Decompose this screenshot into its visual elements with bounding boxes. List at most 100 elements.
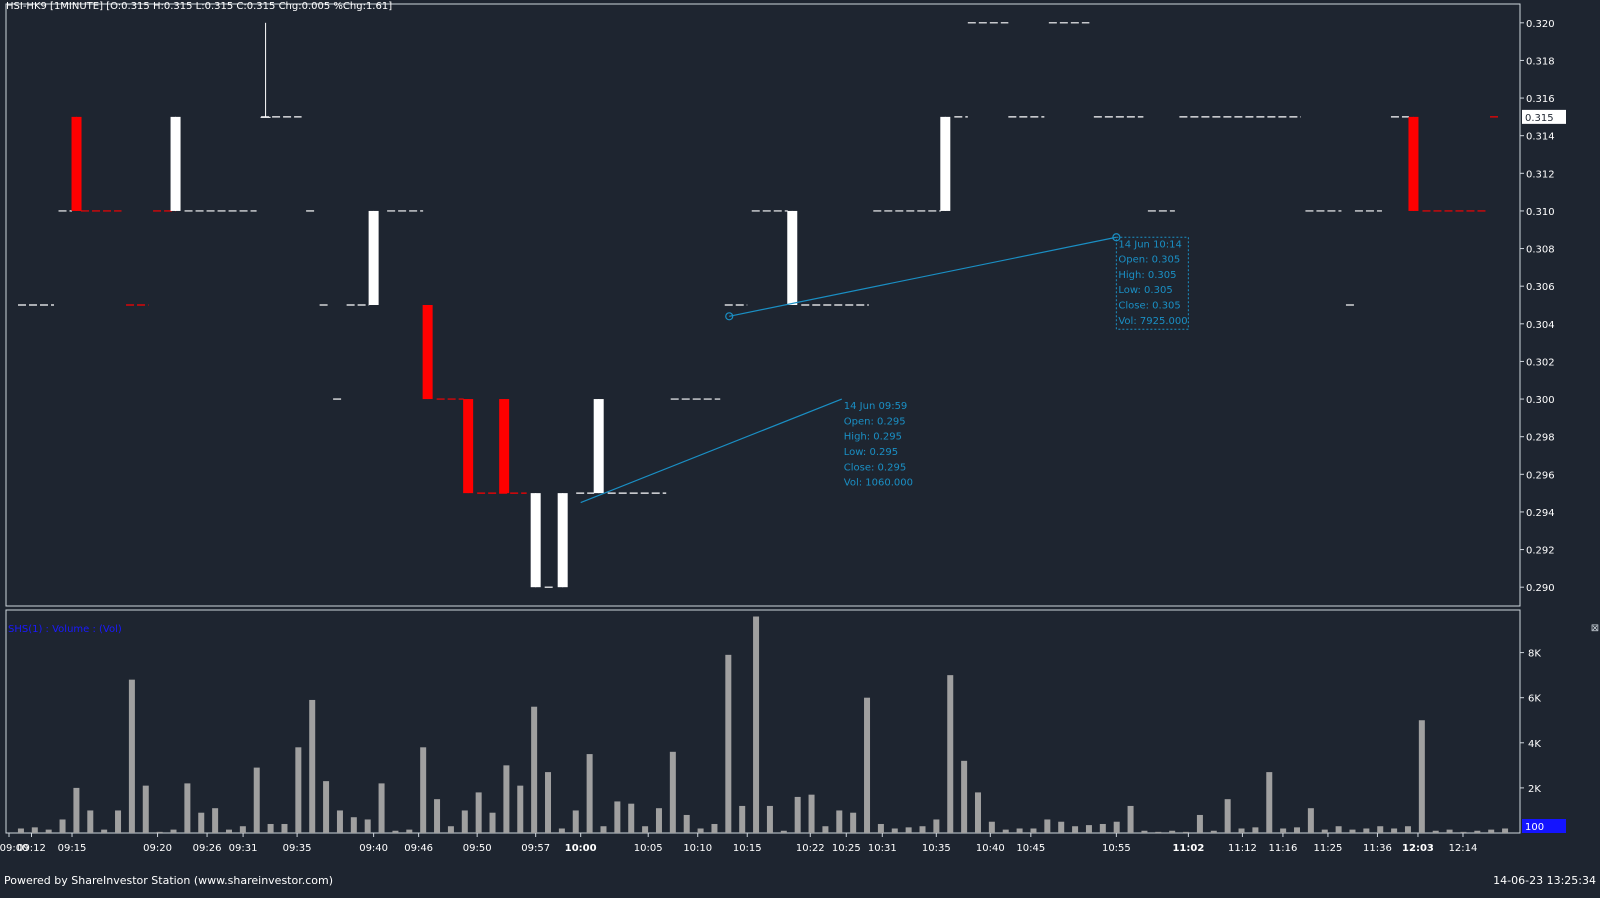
annotation-text: Open: 0.305 [1118,255,1180,266]
footer-timestamp: 14-06-23 13:25:34 [1493,874,1596,887]
price-y-tick-label: 0.318 [1526,56,1555,67]
volume-bar [447,826,454,833]
volume-bar [558,828,565,833]
candle-body [530,493,541,588]
volume-bar [212,808,219,833]
volume-bar [794,796,801,833]
volume-bar [822,826,829,833]
volume-bar [115,810,122,833]
volume-bar [1072,826,1079,833]
volume-bar [253,767,260,833]
x-axis-label: 12:03 [1402,843,1434,854]
volume-bar [475,792,482,833]
volume-bar [683,814,690,833]
volume-bar [1321,829,1328,833]
price-y-tick-label: 0.310 [1526,207,1555,218]
price-y-tick-label: 0.306 [1526,282,1555,293]
volume-bar [517,785,524,833]
annotation-anchor-circle [725,312,734,321]
x-axis-label: 11:02 [1172,843,1204,854]
price-y-tick-label: 0.314 [1526,132,1555,143]
current-price-tag [1522,109,1566,124]
volume-bar [336,810,343,833]
volume-bar [864,697,871,833]
x-axis-label: 09:40 [359,843,388,854]
volume-bar [1002,829,1009,833]
volume-bar [73,787,80,833]
volume-bar [1349,829,1356,833]
volume-bar [225,829,232,833]
volume-bar [364,819,371,833]
volume-bar [614,801,621,833]
volume-bar [101,829,108,833]
volume-bar [808,794,815,833]
candle-body [940,116,951,211]
volume-bar [850,812,857,833]
volume-bar [697,828,704,833]
x-axis-label: 10:00 [565,843,597,854]
volume-bar [87,810,94,833]
volume-bar [1058,821,1065,833]
annotation-text: Low: 0.295 [844,447,898,458]
x-axis-label: 09:26 [193,843,222,854]
volume-bar [503,765,510,833]
price-y-tick-label: 0.316 [1526,94,1555,105]
volume-bar [1377,826,1384,833]
volume-bar [350,817,357,833]
annotation-text: High: 0.305 [1118,270,1176,281]
volume-bar [1099,823,1106,833]
x-axis-label: 09:50 [463,843,492,854]
volume-bar [378,783,385,833]
volume-bar [309,699,316,833]
price-y-tick-label: 0.308 [1526,245,1555,256]
x-axis-label: 10:10 [683,843,712,854]
volume-bar [739,805,746,833]
candle-body [170,116,181,211]
volume-panel-frame [5,609,1521,834]
volume-bar [974,792,981,833]
volume-bar [1294,827,1301,833]
candle-body [422,305,433,400]
candle-body [71,116,82,211]
volume-bar [572,810,579,833]
x-axis-label: 09:57 [521,843,550,854]
volume-bar [1280,828,1287,833]
price-y-tick-label: 0.290 [1526,583,1555,594]
x-axis-label: 11:36 [1363,843,1392,854]
x-axis-label: 09:15 [58,843,87,854]
price-y-tick-label: 0.302 [1526,357,1555,368]
volume-bar [836,810,843,833]
volume-bar [392,830,399,833]
volume-y-tick-label: 8K [1528,649,1541,660]
volume-y-tick-label: 6K [1528,694,1541,705]
volume-bar [1169,830,1176,833]
x-axis-label: 09:00 [0,843,28,854]
volume-bar [420,747,427,833]
candle-body [260,116,271,118]
volume-bar [1224,799,1231,833]
volume-bar [1335,826,1342,833]
volume-bar [1044,819,1051,833]
volume-bar [142,785,149,833]
volume-bar [45,829,52,833]
volume-bar [766,805,773,833]
volume-bar [31,827,38,833]
volume-bar [198,812,205,833]
annotation-text: Close: 0.295 [844,462,906,473]
volume-bar [711,823,718,833]
volume-bar [1113,821,1120,833]
annotation-text: Vol: 7925.000 [1118,316,1187,327]
candle-body [368,210,379,305]
volume-bar [1432,830,1439,833]
volume-bar [988,821,995,833]
volume-bar [725,654,732,833]
volume-bar [1155,831,1162,833]
price-y-tick-label: 0.294 [1526,508,1555,519]
volume-bar [1238,828,1245,833]
close-icon[interactable]: ⊠ [1590,623,1600,634]
volume-bar [406,829,413,833]
current-volume-tag-label: 100 [1525,822,1544,833]
volume-bar [267,823,274,833]
volume-bar [628,803,635,833]
